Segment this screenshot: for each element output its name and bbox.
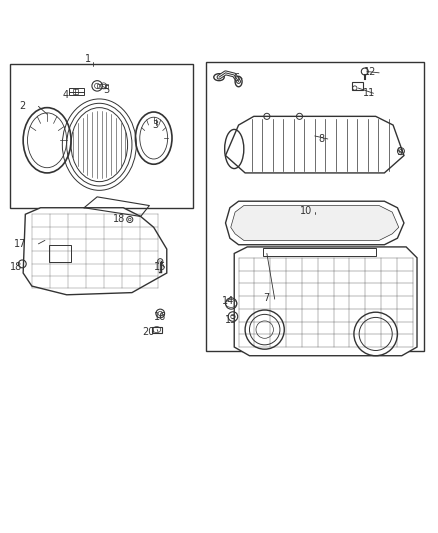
Polygon shape	[231, 206, 399, 240]
Bar	[73, 90, 78, 94]
Text: 4: 4	[63, 91, 69, 100]
Bar	[49, 245, 71, 262]
Text: 14: 14	[222, 296, 234, 306]
Text: 20: 20	[142, 327, 155, 337]
Polygon shape	[23, 208, 167, 295]
Text: 16: 16	[154, 312, 166, 321]
Bar	[152, 327, 162, 333]
Bar	[97, 84, 108, 88]
Text: 1: 1	[85, 54, 91, 64]
Text: 7: 7	[263, 293, 269, 303]
Text: 17: 17	[14, 239, 27, 249]
Polygon shape	[234, 247, 417, 356]
Bar	[352, 82, 363, 90]
Text: 18: 18	[113, 214, 125, 224]
Text: 2: 2	[19, 101, 25, 111]
Text: 8: 8	[318, 134, 324, 144]
Text: 13: 13	[225, 314, 237, 325]
Bar	[10, 64, 193, 208]
Text: 6: 6	[233, 73, 240, 83]
Text: 9: 9	[396, 148, 403, 157]
Text: 18: 18	[10, 262, 22, 271]
Polygon shape	[226, 116, 404, 173]
Text: 10: 10	[300, 206, 313, 216]
Bar	[262, 248, 376, 256]
Text: 3: 3	[152, 120, 158, 130]
Text: 12: 12	[364, 67, 377, 77]
Text: 15: 15	[154, 262, 166, 272]
Bar	[69, 87, 84, 95]
Bar	[206, 62, 424, 351]
Polygon shape	[226, 201, 404, 245]
Text: 5: 5	[103, 85, 110, 95]
Text: 11: 11	[363, 88, 375, 98]
